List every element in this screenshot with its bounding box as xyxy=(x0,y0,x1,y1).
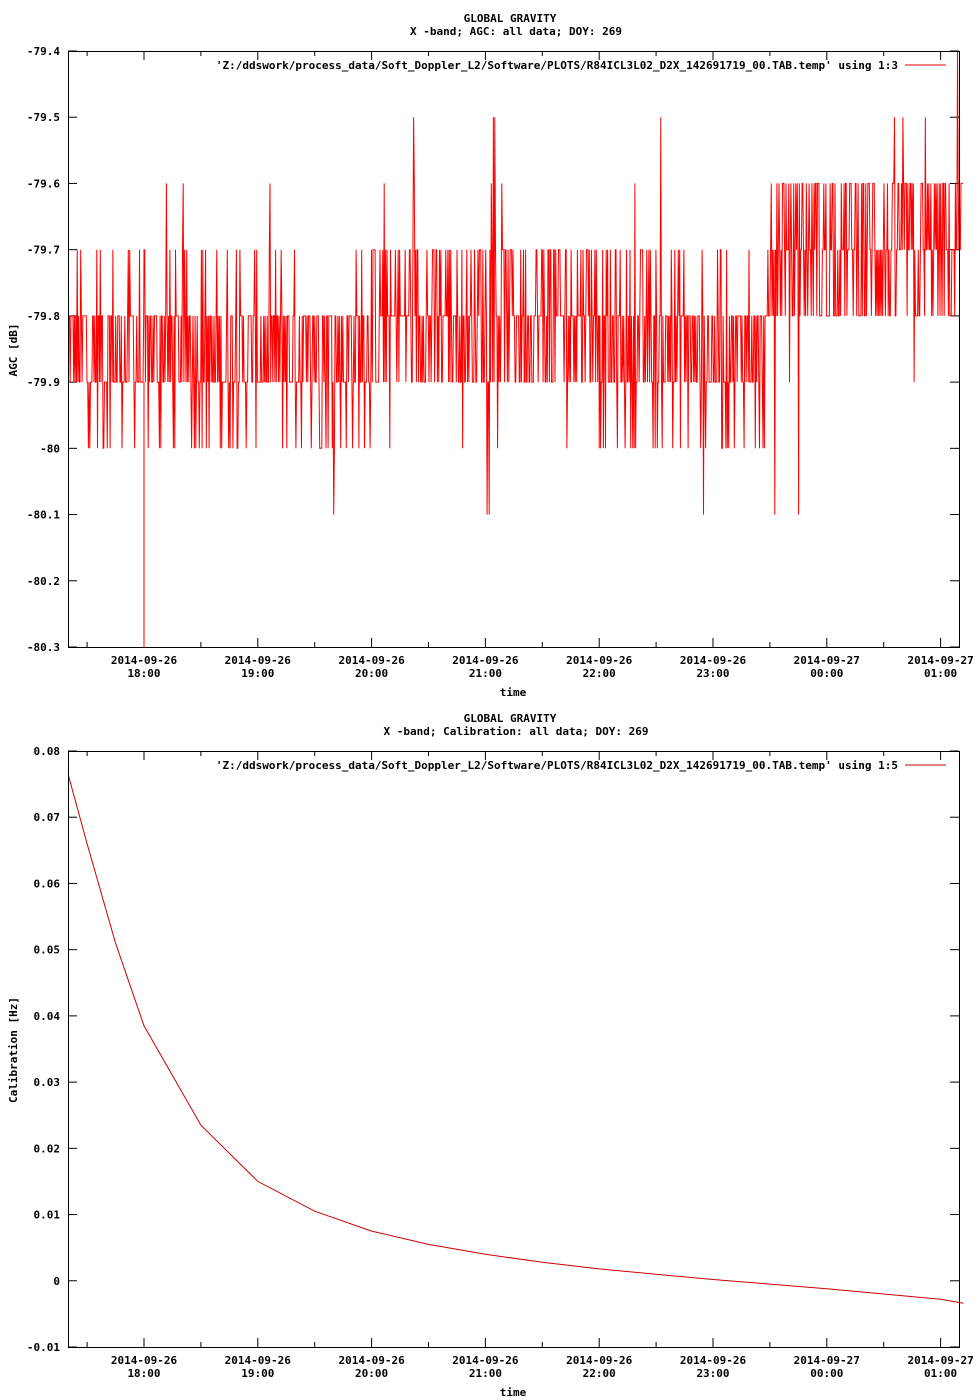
chart2-xlabel: time xyxy=(500,1386,527,1399)
x-tick-date: 2014-09-26 xyxy=(680,1354,747,1367)
x-tick-date: 2014-09-26 xyxy=(225,1354,292,1367)
x-tick-time: 01:00 xyxy=(924,667,957,680)
y-tick-label: -79.4 xyxy=(27,45,60,58)
x-tick-time: 23:00 xyxy=(696,1367,729,1380)
x-tick-date: 2014-09-26 xyxy=(566,654,633,667)
x-tick-time: 01:00 xyxy=(924,1367,957,1380)
chart2-series xyxy=(67,774,964,1304)
chart1-series xyxy=(68,50,964,647)
y-tick-label: 0.04 xyxy=(34,1010,61,1023)
chart1-xlabel: time xyxy=(500,686,527,699)
x-tick-date: 2014-09-27 xyxy=(907,1354,973,1367)
x-tick-time: 19:00 xyxy=(241,1367,274,1380)
series-line xyxy=(67,774,964,1304)
chart1-axes: -79.4 -79.5 -79.6 -79.7 -79.8 -79.9 -80 -80.1 -8… xyxy=(27,45,974,680)
x-tick-date: 2014-09-26 xyxy=(452,654,519,667)
x-tick-date: 2014-09-26 xyxy=(680,654,747,667)
x-tick-time: 21:00 xyxy=(469,667,502,680)
chart1-ylabel: AGC [dB] xyxy=(7,324,20,377)
chart2-ylabel: Calibration [Hz] xyxy=(7,997,20,1103)
x-tick-time: 00:00 xyxy=(810,667,843,680)
chart1-title: GLOBAL GRAVITY xyxy=(464,12,557,25)
x-tick-date: 2014-09-27 xyxy=(794,1354,860,1367)
y-tick-label: 0.05 xyxy=(34,944,61,957)
x-tick-date: 2014-09-26 xyxy=(452,1354,519,1367)
x-tick-date: 2014-09-26 xyxy=(225,654,292,667)
x-tick-date: 2014-09-26 xyxy=(338,1354,405,1367)
chart2-subtitle: X -band; Calibration: all data; DOY: 269 xyxy=(384,725,649,738)
chart2-frame xyxy=(68,751,960,1348)
x-tick-time: 18:00 xyxy=(127,1367,160,1380)
y-tick-label: -0.01 xyxy=(27,1341,60,1354)
y-tick-label: -80 xyxy=(40,442,60,455)
y-tick-label: 0.07 xyxy=(34,811,61,824)
y-tick-label: 0.02 xyxy=(34,1142,61,1155)
y-tick-label: -80.1 xyxy=(27,509,60,522)
x-tick-time: 20:00 xyxy=(355,667,388,680)
x-tick-date: 2014-09-26 xyxy=(111,1354,178,1367)
y-tick-label: 0 xyxy=(53,1275,60,1288)
y-tick-label: -79.6 xyxy=(27,177,60,190)
y-tick-label: -79.9 xyxy=(27,376,60,389)
x-tick-date: 2014-09-26 xyxy=(111,654,178,667)
x-tick-time: 00:00 xyxy=(810,1367,843,1380)
y-tick-label: -79.7 xyxy=(27,244,60,257)
x-tick-date: 2014-09-26 xyxy=(566,1354,633,1367)
chart1-legend-label: 'Z:/ddswork/process_data/Soft_Doppler_L2… xyxy=(216,59,898,72)
y-tick-label: 0.08 xyxy=(34,745,61,758)
chart1-subtitle: X -band; AGC: all data; DOY: 269 xyxy=(410,25,622,38)
y-tick-label: -79.8 xyxy=(27,310,60,323)
chart2-legend-label: 'Z:/ddswork/process_data/Soft_Doppler_L2… xyxy=(216,759,898,772)
y-tick-label: 0.06 xyxy=(34,877,61,890)
x-tick-date: 2014-09-27 xyxy=(794,654,860,667)
x-tick-date: 2014-09-27 xyxy=(907,654,973,667)
x-tick-time: 20:00 xyxy=(355,1367,388,1380)
x-tick-date: 2014-09-26 xyxy=(338,654,405,667)
chart2-axes: 0.08 0.07 0.06 0.05 0.04 0.03 0.02 0.01 0 -0.01 20… xyxy=(27,745,974,1380)
x-tick-time: 22:00 xyxy=(583,667,616,680)
x-tick-time: 21:00 xyxy=(469,1367,502,1380)
x-tick-time: 19:00 xyxy=(241,667,274,680)
series-line xyxy=(68,50,964,515)
y-tick-label: -79.5 xyxy=(27,111,60,124)
chart1-frame xyxy=(68,51,960,648)
x-tick-time: 22:00 xyxy=(583,1367,616,1380)
y-tick-label: 0.03 xyxy=(34,1076,61,1089)
y-tick-label: -80.3 xyxy=(27,641,60,654)
x-tick-time: 23:00 xyxy=(696,667,729,680)
y-tick-label: -80.2 xyxy=(27,575,60,588)
x-tick-time: 18:00 xyxy=(127,667,160,680)
chart2-title: GLOBAL GRAVITY xyxy=(464,712,557,725)
y-tick-label: 0.01 xyxy=(34,1209,61,1222)
